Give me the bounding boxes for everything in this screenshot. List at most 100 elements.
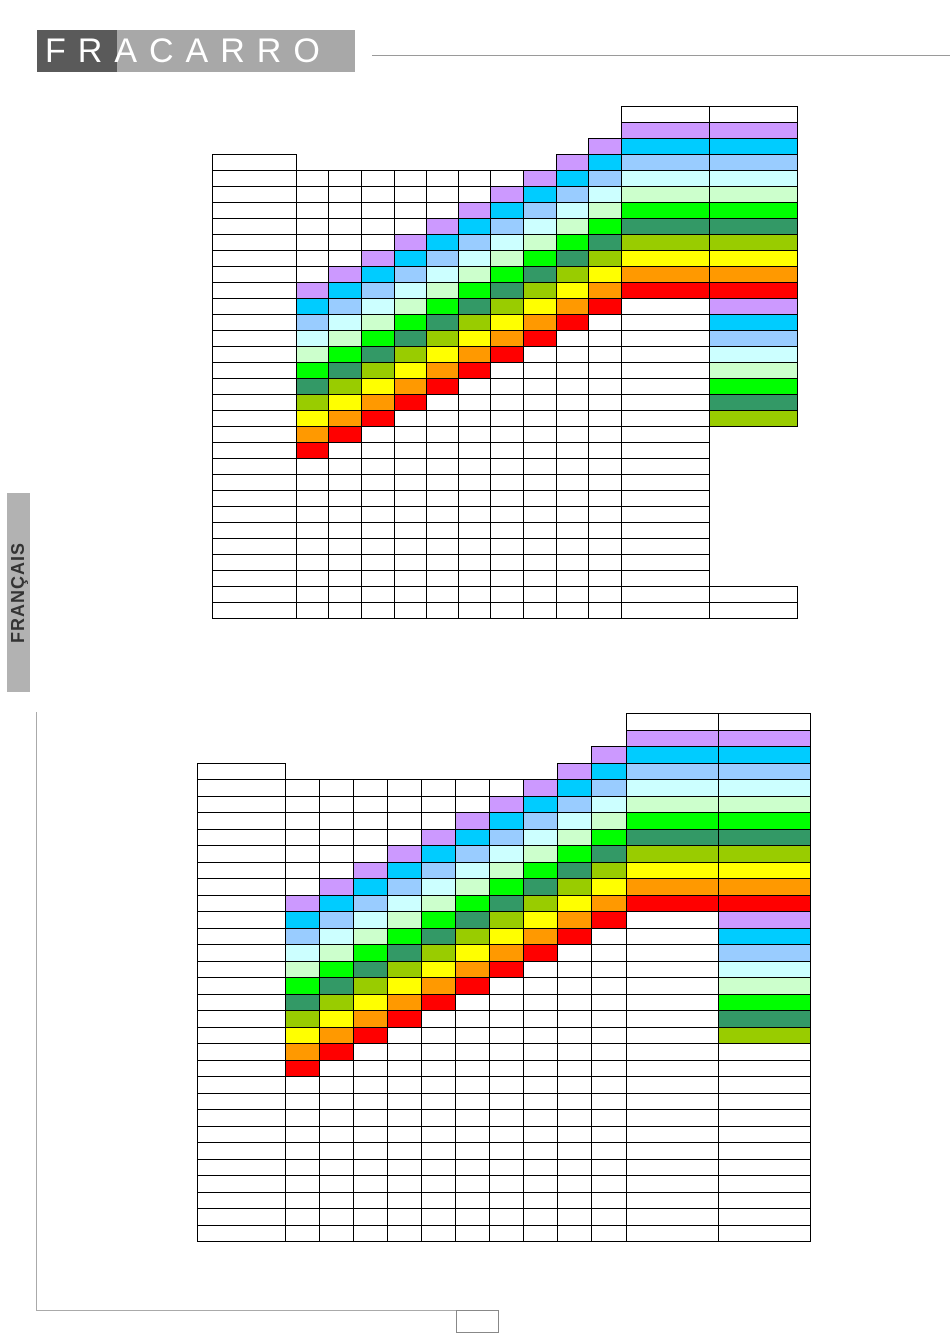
- channel-cell: [394, 186, 427, 203]
- channel-cell-colored: [523, 186, 557, 203]
- row-label-cell: [197, 1092, 286, 1110]
- channel-cell: [591, 1109, 627, 1127]
- row-label-cell: [197, 960, 286, 978]
- channel-cell-colored: [421, 993, 456, 1011]
- side-cell-colored: [718, 795, 811, 813]
- channel-cell: [421, 1092, 456, 1110]
- channel-cell: [387, 1142, 422, 1160]
- channel-cell: [458, 394, 491, 411]
- channel-cell: [523, 960, 558, 978]
- channel-cell: [557, 960, 592, 978]
- channel-cell: [556, 522, 589, 539]
- row-label-cell: [212, 586, 297, 603]
- channel-cell: [621, 362, 710, 379]
- channel-cell-colored: [588, 266, 622, 283]
- channel-cell-colored: [556, 202, 589, 219]
- channel-cell: [458, 490, 491, 507]
- channel-cell: [591, 1191, 627, 1209]
- channel-cell: [361, 442, 395, 459]
- channel-cell-colored: [621, 266, 710, 283]
- channel-cell: [455, 1208, 490, 1226]
- channel-cell: [556, 570, 589, 587]
- channel-cell: [490, 362, 524, 379]
- channel-cell-colored: [556, 314, 589, 331]
- channel-cell: [353, 795, 388, 813]
- channel-cell: [328, 522, 362, 539]
- channel-cell: [421, 1076, 456, 1094]
- channel-cell: [588, 346, 622, 363]
- channel-cell: [621, 442, 710, 459]
- channel-cell: [557, 944, 592, 962]
- channel-cell-colored: [626, 779, 719, 797]
- channel-cell: [490, 170, 524, 187]
- channel-cell-colored: [621, 154, 710, 171]
- channel-cell: [557, 1043, 592, 1061]
- channel-cell: [557, 1224, 592, 1242]
- channel-cell-colored: [296, 282, 329, 299]
- channel-cell-colored: [328, 346, 362, 363]
- channel-cell: [489, 1224, 524, 1242]
- row-label-cell: [197, 944, 286, 962]
- channel-cell: [489, 1142, 524, 1160]
- row-label-cell: [197, 795, 286, 813]
- channel-cell-colored: [328, 426, 362, 443]
- channel-cell: [319, 1142, 354, 1160]
- channel-cell-colored: [490, 218, 524, 235]
- channel-cell: [523, 490, 557, 507]
- channel-cell-colored: [458, 362, 491, 379]
- channel-cell-colored: [626, 861, 719, 879]
- channel-cell: [523, 586, 557, 603]
- channel-cell: [588, 554, 622, 571]
- channel-cell: [361, 170, 395, 187]
- channel-cell-colored: [626, 729, 719, 747]
- channel-cell-colored: [361, 266, 395, 283]
- channel-cell-colored: [426, 218, 459, 235]
- channel-cell: [490, 490, 524, 507]
- channel-cell: [489, 1208, 524, 1226]
- channel-cell: [621, 106, 710, 123]
- channel-cell: [421, 1043, 456, 1061]
- channel-cell-colored: [591, 779, 627, 797]
- channel-cell: [319, 1208, 354, 1226]
- row-label-cell: [197, 894, 286, 912]
- channel-cell: [319, 1125, 354, 1143]
- channel-cell: [626, 927, 719, 945]
- channel-cell: [328, 186, 362, 203]
- channel-cell-colored: [361, 378, 395, 395]
- side-cell-colored: [718, 779, 811, 797]
- channel-cell: [523, 1092, 558, 1110]
- channel-cell-colored: [557, 927, 592, 945]
- channel-cell: [387, 1175, 422, 1193]
- channel-cell: [319, 1175, 354, 1193]
- channel-cell: [296, 458, 329, 475]
- channel-cell-colored: [361, 282, 395, 299]
- row-label-cell: [197, 1059, 286, 1077]
- channel-cell: [490, 410, 524, 427]
- channel-cell: [621, 490, 710, 507]
- channel-cell-colored: [489, 894, 524, 912]
- channel-cell: [328, 474, 362, 491]
- channel-cell: [490, 522, 524, 539]
- channel-cell: [557, 1208, 592, 1226]
- side-cell-colored: [718, 746, 811, 764]
- channel-cell: [523, 1026, 558, 1044]
- channel-cell: [319, 1224, 354, 1242]
- channel-cell: [557, 993, 592, 1011]
- channel-cell-colored: [353, 878, 388, 896]
- channel-cell: [626, 1191, 719, 1209]
- channel-cell-colored: [626, 845, 719, 863]
- channel-cell: [556, 602, 589, 619]
- channel-cell-colored: [285, 1026, 320, 1044]
- row-label-cell: [197, 1026, 286, 1044]
- row-label-cell: [212, 298, 297, 315]
- channel-cell-colored: [361, 330, 395, 347]
- channel-cell-colored: [328, 266, 362, 283]
- channel-cell: [626, 1224, 719, 1242]
- channel-cell-colored: [523, 218, 557, 235]
- channel-cell: [285, 1109, 320, 1127]
- channel-cell: [556, 442, 589, 459]
- channel-cell: [489, 1092, 524, 1110]
- channel-cell: [556, 554, 589, 571]
- channel-cell: [296, 490, 329, 507]
- channel-cell: [328, 570, 362, 587]
